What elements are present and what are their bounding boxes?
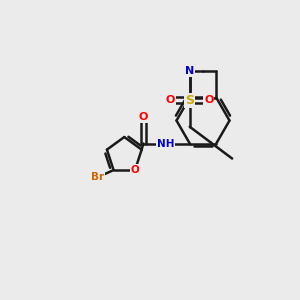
Text: S: S bbox=[185, 94, 194, 107]
Text: O: O bbox=[204, 95, 214, 105]
Text: Br: Br bbox=[91, 172, 104, 182]
Text: NH: NH bbox=[157, 139, 175, 148]
Text: O: O bbox=[131, 165, 140, 175]
Text: O: O bbox=[166, 95, 175, 105]
Text: O: O bbox=[139, 112, 148, 122]
Text: N: N bbox=[185, 66, 194, 76]
